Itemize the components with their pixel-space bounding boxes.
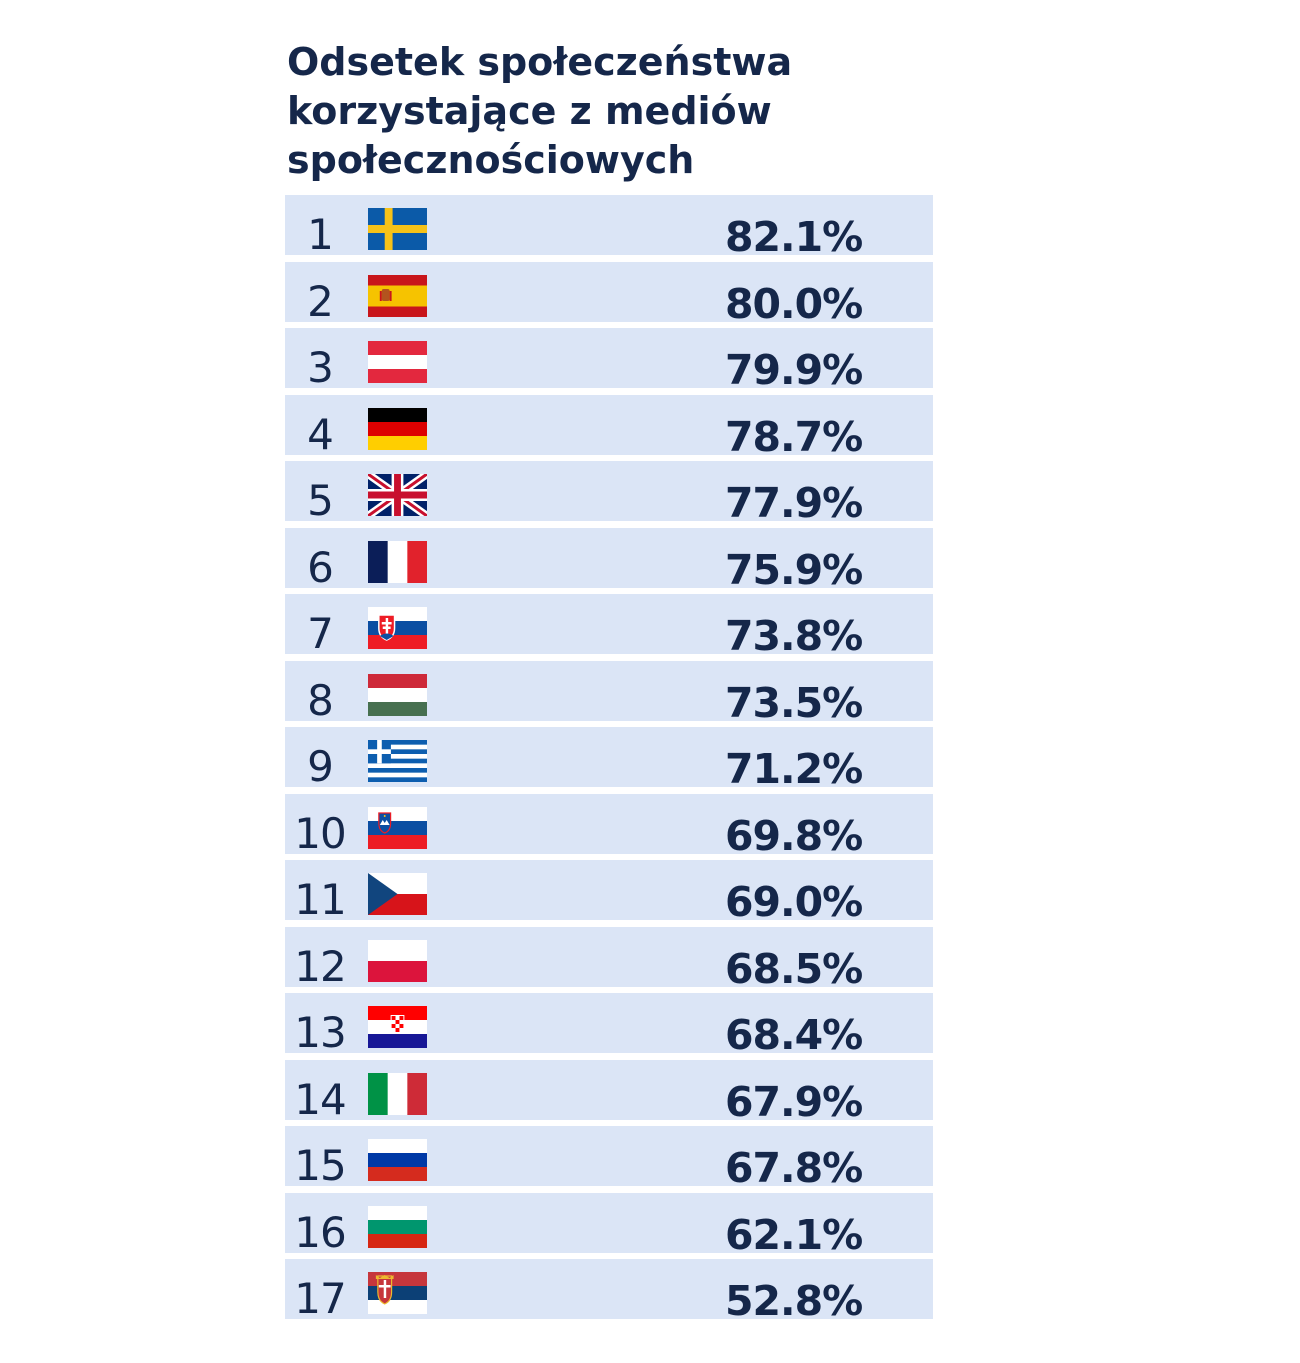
table-row: 8 73.5% [285,660,933,727]
rank-number: 16 [294,1207,346,1257]
percentage-value: 78.7% [725,412,863,461]
flag-poland-icon [368,939,427,982]
table-row: 11 69.0% [285,860,933,926]
rank-number: 3 [307,343,334,392]
rank-number: 6 [307,542,334,592]
table-row: 9 71.2% [285,727,933,793]
flag-hungary-icon [368,673,427,716]
flag-slovakia-icon [368,607,427,649]
flag-sweden-icon [368,208,427,250]
flag-united-kingdom-icon [368,474,427,516]
table-row: 2 80.0% [285,261,933,328]
table-row: 4 78.7% [285,394,933,461]
percentage-value: 69.8% [725,811,863,860]
table-row: 16 62.1% [285,1192,933,1259]
table-row: 17 52.8% [285,1259,933,1325]
percentage-value: 77.9% [725,479,863,527]
table-row: 7 73.8% [285,594,933,660]
rank-number: 14 [294,1074,346,1124]
percentage-value: 79.9% [725,346,863,394]
chart-title: Odsetek społeczeństwa korzystające z med… [287,40,793,182]
percentage-value: 80.0% [725,279,863,328]
flag-germany-icon [368,407,427,450]
rank-number: 5 [307,476,334,525]
rank-number: 15 [294,1141,346,1190]
percentage-value: 71.2% [725,745,863,793]
rank-number: 17 [294,1274,346,1323]
table-row: 15 67.8% [285,1126,933,1192]
flag-italy-icon [368,1072,427,1115]
table-row: 5 77.9% [285,461,933,527]
rank-number: 4 [307,409,334,459]
rank-number: 2 [307,276,334,326]
percentage-value: 75.9% [725,545,863,594]
percentage-value: 82.1% [725,213,863,261]
flag-bulgaria-icon [368,1205,427,1248]
rank-number: 1 [307,210,334,259]
flag-croatia-icon [368,1006,427,1048]
rank-number: 10 [294,808,346,858]
rank-number: 11 [294,875,346,924]
table-row: 13 68.4% [285,993,933,1059]
table-row: 12 68.5% [285,926,933,993]
ranking-table: 1 82.1% 2 80.0% 3 79.9% 4 78.7% 5 77.9% 6 75.9% 7 73… [285,195,933,1326]
percentage-value: 52.8% [725,1277,863,1325]
table-row: 10 69.8% [285,793,933,860]
flag-austria-icon [368,341,427,383]
percentage-value: 68.5% [725,944,863,993]
rank-number: 12 [294,941,346,991]
table-row: 3 79.9% [285,328,933,394]
flag-france-icon [368,540,427,583]
table-row: 6 75.9% [285,527,933,594]
percentage-value: 67.9% [725,1077,863,1126]
percentage-value: 62.1% [725,1210,863,1259]
flag-russia-icon [368,1139,427,1181]
percentage-value: 69.0% [725,878,863,926]
flag-serbia-icon [368,1272,427,1314]
flag-slovenia-icon [368,806,427,849]
rank-number: 7 [307,609,334,658]
rank-number: 8 [307,675,334,725]
percentage-value: 67.8% [725,1144,863,1192]
rank-number: 9 [307,742,334,791]
rank-number: 13 [294,1008,346,1057]
percentage-value: 73.5% [725,678,863,727]
percentage-value: 73.8% [725,612,863,660]
flag-spain-icon [368,274,427,317]
table-row: 1 82.1% [285,195,933,261]
flag-czech-republic-icon [368,873,427,915]
table-row: 14 67.9% [285,1059,933,1126]
flag-greece-icon [368,740,427,782]
percentage-value: 68.4% [725,1011,863,1059]
